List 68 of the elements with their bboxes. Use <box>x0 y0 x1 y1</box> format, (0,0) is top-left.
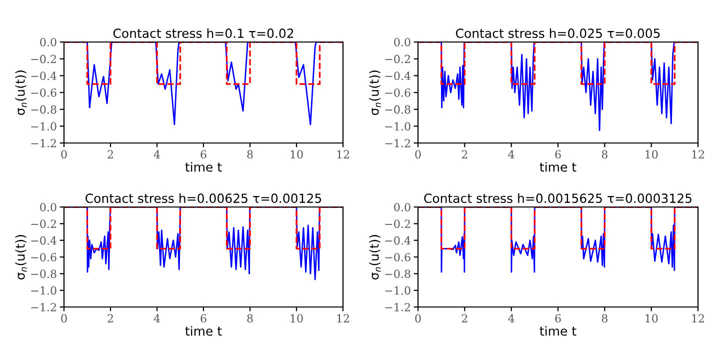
x-tick-label: 8 <box>247 314 253 323</box>
y-tick-label: −0.4 <box>385 72 410 80</box>
y-tick-label: −0.4 <box>31 236 56 245</box>
chart-title: Contact stress h=0.1 τ=0.02 <box>113 28 294 38</box>
x-axis-title: time t <box>540 162 576 172</box>
y-tick-label: −0.8 <box>385 105 410 114</box>
chart-title: Contact stress h=0.00625 τ=0.00125 <box>86 193 322 204</box>
x-tick-label: 4 <box>154 150 160 158</box>
y-tick-label: 0.0 <box>394 202 410 212</box>
y-axis-title: σ$_{n}$(u(t)) <box>369 235 381 280</box>
y-tick-label: 0.0 <box>40 38 56 46</box>
y-tick-label: 0.0 <box>40 202 56 212</box>
x-tick-label: 10 <box>290 150 303 159</box>
x-tick-label: 2 <box>108 150 113 158</box>
x-tick-label: 10 <box>646 314 658 323</box>
y-tick-label: −0.2 <box>385 54 410 64</box>
x-tick-label: 6 <box>200 314 206 323</box>
y-tick-label: −0.2 <box>385 220 410 228</box>
x-tick-label: 2 <box>462 314 468 322</box>
x-tick-label: 0 <box>415 314 421 323</box>
x-tick-label: 12 <box>337 314 349 322</box>
x-tick-label: 12 <box>692 314 704 322</box>
y-tick-label: −1.0 <box>31 286 56 295</box>
y-tick-label: −0.2 <box>31 220 56 228</box>
y-tick-label: −0.6 <box>385 252 410 262</box>
y-axis-title: σ$_{n}$(u(t)) <box>369 70 381 115</box>
y-tick-label: −0.8 <box>31 270 56 278</box>
y-tick-label: −0.2 <box>31 54 56 64</box>
y-tick-label: −1.2 <box>31 138 56 148</box>
y-tick-label: −1.0 <box>31 122 56 131</box>
y-tick-label: −0.6 <box>31 88 56 97</box>
x-tick-label: 2 <box>108 314 113 322</box>
chart-title: Contact stress h=0.0015625 τ=0.0003125 <box>424 193 692 204</box>
x-tick-label: 4 <box>154 314 160 322</box>
y-tick-label: −0.8 <box>31 105 56 114</box>
x-tick-label: 10 <box>646 150 658 159</box>
x-tick-label: 12 <box>692 150 704 158</box>
x-tick-label: 4 <box>508 150 514 158</box>
y-tick-label: −0.8 <box>385 270 410 278</box>
y-tick-label: −0.6 <box>385 88 410 97</box>
x-tick-label: 6 <box>555 314 561 323</box>
y-tick-label: −1.2 <box>31 302 56 312</box>
y-tick-label: −0.6 <box>31 252 56 262</box>
y-tick-label: −1.2 <box>385 138 410 148</box>
y-tick-label: −0.4 <box>31 72 56 80</box>
x-tick-label: 2 <box>462 150 468 158</box>
y-tick-label: −1.0 <box>385 122 410 131</box>
x-tick-label: 0 <box>61 314 67 323</box>
x-tick-label: 8 <box>602 314 608 323</box>
x-tick-label: 8 <box>247 150 253 159</box>
x-tick-label: 10 <box>290 314 303 323</box>
x-axis-title: time t <box>185 326 222 336</box>
x-tick-label: 6 <box>555 150 561 159</box>
chart-title: Contact stress h=0.025 τ=0.005 <box>456 28 660 38</box>
y-tick-label: −1.0 <box>385 286 410 295</box>
x-tick-label: 8 <box>602 150 608 159</box>
x-tick-label: 0 <box>415 150 421 159</box>
x-axis-title: time t <box>540 326 576 336</box>
y-axis-title: σ$_{n}$(u(t)) <box>15 70 27 115</box>
y-axis-title: σ$_{n}$(u(t)) <box>15 235 27 280</box>
x-tick-label: 0 <box>61 150 67 159</box>
x-tick-label: 12 <box>337 150 349 158</box>
x-tick-label: 4 <box>508 314 514 322</box>
y-tick-label: −1.2 <box>385 302 410 312</box>
x-axis-title: time t <box>185 162 222 172</box>
x-tick-label: 6 <box>200 150 206 159</box>
y-tick-label: 0.0 <box>394 38 410 46</box>
y-tick-label: −0.4 <box>385 236 410 245</box>
